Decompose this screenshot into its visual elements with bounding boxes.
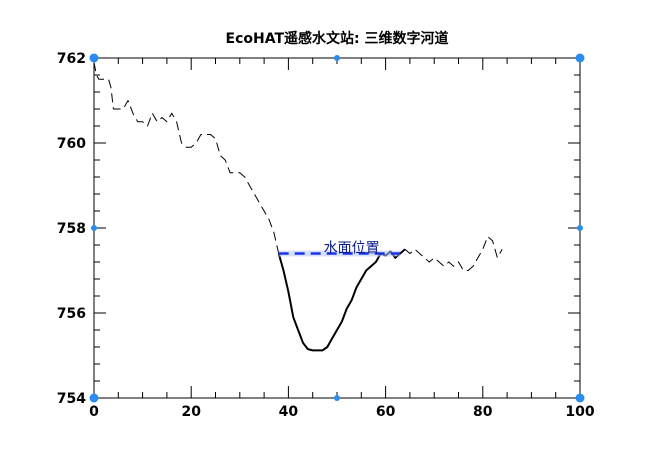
resize-handle[interactable] xyxy=(89,53,99,63)
water-level-annotation: 水面位置 xyxy=(324,241,380,257)
resize-handle[interactable] xyxy=(334,395,340,401)
x-tick-label: 20 xyxy=(181,404,201,420)
x-tick-label: 60 xyxy=(376,404,396,420)
y-tick-label: 754 xyxy=(57,391,86,407)
resize-handle[interactable] xyxy=(334,55,340,61)
channel-bed-line xyxy=(277,248,406,352)
y-tick-label: 760 xyxy=(57,136,86,152)
y-tick-label: 758 xyxy=(57,221,86,237)
water-layer xyxy=(278,250,401,257)
series-layer xyxy=(93,62,503,352)
resize-handle[interactable] xyxy=(575,393,585,403)
x-tick-label: 0 xyxy=(89,404,99,420)
resize-handle[interactable] xyxy=(575,53,585,63)
y-tick-label: 756 xyxy=(57,306,86,322)
plot-frame xyxy=(93,57,581,399)
selection-handles xyxy=(89,53,585,403)
terrain-dashed-line xyxy=(93,62,280,254)
axis-ticks xyxy=(93,57,581,399)
plot-border xyxy=(93,57,581,399)
resize-handle[interactable] xyxy=(89,393,99,403)
y-tick-label: 762 xyxy=(57,51,86,67)
x-tick-labels: 0 20 40 60 80 100 xyxy=(89,404,595,420)
terrain-dashed-line xyxy=(404,236,503,271)
x-tick-label: 100 xyxy=(565,404,594,420)
chart-title: EcoHAT遥感水文站: 三维数字河道 xyxy=(226,30,449,47)
x-tick-label: 40 xyxy=(279,404,299,420)
water-surface-band xyxy=(278,250,401,257)
resize-handle[interactable] xyxy=(91,225,97,231)
y-tick-labels: 754 756 758 760 762 xyxy=(57,51,86,407)
x-tick-label: 80 xyxy=(473,404,493,420)
resize-handle[interactable] xyxy=(577,225,583,231)
